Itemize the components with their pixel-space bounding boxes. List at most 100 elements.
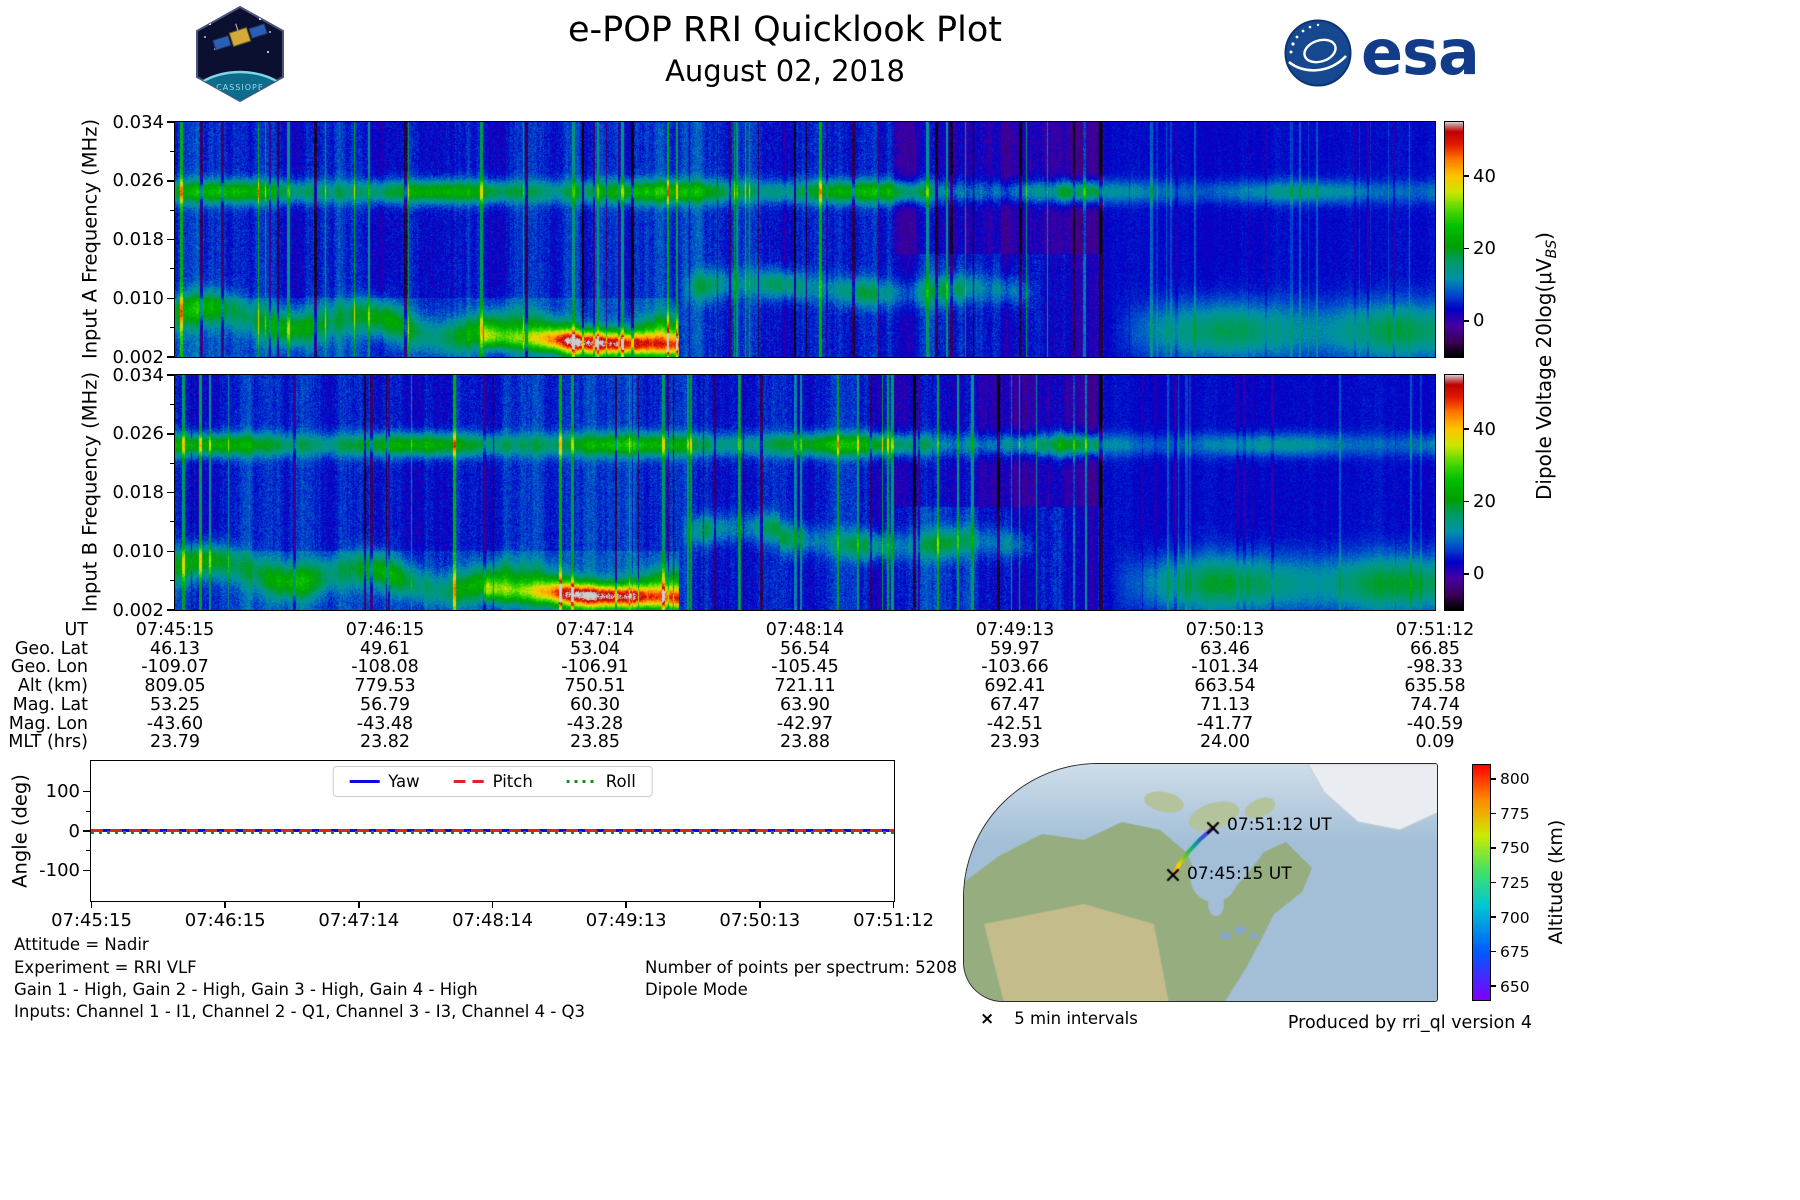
y-tick-label: 0.034 [112, 364, 164, 386]
ephemeris-value: -42.97 [776, 713, 834, 734]
legend-label: Pitch [492, 772, 533, 791]
dashed-line-swatch [453, 780, 484, 783]
ephemeris-row-label: MLT (hrs) [8, 732, 88, 753]
y-tick-mark [166, 609, 174, 611]
y-tick-mark [166, 121, 174, 123]
colorbar-tick-label: 0 [1473, 310, 1485, 332]
altitude-tick-mark [1491, 812, 1496, 815]
colorbar-tick-label: 40 [1473, 165, 1496, 187]
altitude-tick-label: 650 [1500, 977, 1530, 996]
legend-item-pitch: Pitch [453, 772, 533, 791]
ephemeris-value: 46.13 [149, 638, 201, 659]
legend-label: Roll [605, 772, 636, 791]
altitude-tick-mark [1491, 847, 1496, 849]
map-canvas [964, 764, 1437, 1001]
page-date: August 02, 2018 [665, 54, 905, 88]
ephemeris-value: 07:49:13 [975, 620, 1055, 640]
track-start-time-label: 07:45:15 UT [1187, 864, 1292, 884]
ephemeris-value: 07:50:13 [1185, 620, 1265, 640]
input-b-ylabel: Input B Frequency (MHz) [78, 371, 102, 613]
ephemeris-value: 56.54 [779, 638, 831, 659]
dipole-colorbar-b [1444, 374, 1464, 611]
input-b-spectrogram-canvas [173, 373, 1436, 611]
ephemeris-value: 07:51:12 [1395, 620, 1475, 640]
angle-y-tick-mark [83, 830, 90, 832]
ephemeris-value: 23.93 [989, 732, 1041, 753]
ephemeris-value: -109.07 [141, 657, 209, 678]
angle-x-tick-label: 07:50:13 [719, 910, 801, 931]
angle-y-tick-mark [83, 790, 90, 793]
interval-label: 5 min intervals [1014, 1009, 1138, 1028]
y-tick-mark [166, 356, 174, 358]
colorbar-tick-label: 0 [1473, 563, 1485, 585]
angle-x-tick-label: 07:51:12 [853, 910, 934, 931]
ephemeris-value: -108.08 [351, 657, 419, 678]
legend-item-roll: Roll [566, 772, 636, 791]
input-a-ylabel: Input A Frequency (MHz) [78, 118, 102, 360]
y-tick-mark [166, 297, 174, 299]
angle-lines-layer [91, 761, 894, 901]
ephemeris-value: 663.54 [1194, 676, 1256, 697]
gains-note: Gain 1 - High, Gain 2 - High, Gain 3 - H… [14, 980, 478, 999]
altitude-tick-label: 750 [1500, 839, 1530, 858]
esa-wordmark: esa [1361, 16, 1480, 89]
y-tick-mark [166, 550, 174, 552]
y-tick-label: 0.018 [112, 229, 164, 250]
y-tick-label: 0.034 [112, 111, 164, 133]
ephemeris-row-label: UT [64, 620, 89, 640]
ephemeris-value: 0.09 [1415, 732, 1455, 753]
ephemeris-value: -42.51 [986, 713, 1044, 734]
altitude-tick-mark [1491, 916, 1496, 918]
ephemeris-value: -101.34 [1191, 657, 1259, 678]
ephemeris-value: 07:46:15 [345, 620, 425, 640]
angle-legend: Yaw Pitch Roll [332, 766, 653, 797]
y-tick-mark [166, 433, 174, 435]
ephemeris-value: -106.91 [561, 657, 629, 678]
ephemeris-value: 692.41 [984, 676, 1046, 697]
altitude-tick-mark [1491, 950, 1496, 953]
ephemeris-row-label: Geo. Lat [14, 638, 88, 659]
ephemeris-value: 63.46 [1199, 638, 1251, 659]
attitude-note: Attitude = Nadir [14, 935, 149, 954]
ground-track-map: 07:51:12 UT 07:45:15 UT [963, 763, 1438, 1002]
ephemeris-value: -43.48 [356, 713, 414, 734]
dipole-label-sub: BS [1544, 239, 1560, 259]
page-title: e-POP RRI Quicklook Plot [567, 10, 1002, 50]
attitude-angle-plot: Yaw Pitch Roll [90, 760, 895, 902]
ephemeris-value: -40.59 [1406, 713, 1464, 734]
angle-x-tick-mark [358, 902, 360, 908]
altitude-colorbar-label: Altitude (km) [1545, 819, 1567, 945]
interval-marker-icon: × [980, 1009, 995, 1029]
ephemeris-value: 63.90 [779, 694, 831, 715]
ephemeris-value: 23.88 [779, 732, 831, 753]
inputs-note: Inputs: Channel 1 - I1, Channel 2 - Q1, … [14, 1002, 585, 1021]
track-end-time-label: 07:51:12 UT [1227, 815, 1332, 835]
input-a-spectrogram-canvas [173, 120, 1436, 358]
angle-x-tick-label: 07:48:14 [452, 910, 533, 931]
altitude-tick-mark [1491, 985, 1496, 987]
ephemeris-value: 07:48:14 [765, 620, 845, 640]
legend-item-yaw: Yaw [349, 772, 420, 791]
altitude-tick-mark [1491, 778, 1496, 780]
dipole-colorbar-a [1444, 121, 1464, 358]
ephemeris-row-label: Geo. Lon [10, 657, 88, 678]
ephemeris-value: 23.79 [149, 732, 201, 753]
patch-mission-name: CASSIOPE [216, 83, 264, 92]
angle-y-tick-mark [83, 869, 90, 872]
ephemeris-value: 635.58 [1404, 676, 1466, 697]
angle-x-tick-label: 07:49:13 [585, 910, 667, 931]
altitude-colorbar [1472, 764, 1491, 1001]
solid-line-swatch [349, 780, 380, 783]
angle-x-tick-mark [90, 902, 93, 908]
y-tick-label: 0.002 [112, 346, 164, 368]
angle-x-tick-mark [224, 902, 226, 908]
interval-legend: × 5 min intervals [980, 1008, 1138, 1030]
colorbar-tick-label: 20 [1473, 238, 1496, 260]
ephemeris-value: -98.33 [1406, 657, 1464, 678]
ephemeris-value: 24.00 [1199, 732, 1251, 753]
ephemeris-value: 07:47:14 [555, 620, 635, 640]
y-tick-label: 0.002 [112, 599, 164, 621]
ephemeris-value: 23.85 [569, 732, 621, 753]
points-note: Number of points per spectrum: 5208 [645, 958, 958, 977]
